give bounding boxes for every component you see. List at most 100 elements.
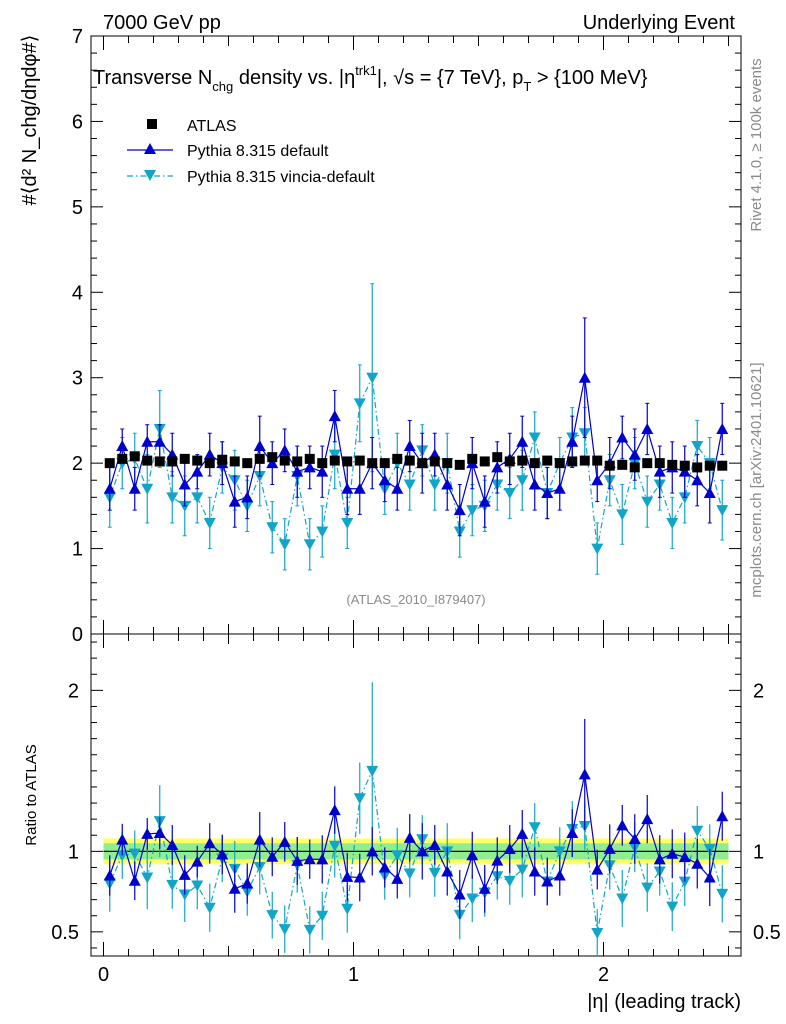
main-ytick-label: 2 — [72, 453, 83, 475]
default-point — [566, 435, 579, 447]
vincia-ratio-point — [516, 864, 529, 876]
default-point — [528, 478, 541, 490]
ratio-xtick-label: 2 — [598, 964, 609, 986]
default-line — [109, 377, 723, 512]
vincia-point — [641, 496, 654, 508]
default-point — [253, 440, 266, 452]
default-ratio-point — [516, 827, 529, 839]
default-point — [303, 461, 316, 473]
default-ratio-point — [453, 888, 466, 900]
default-ratio-point — [428, 838, 441, 850]
vincia-point — [528, 432, 541, 444]
legend-default-label: Pythia 8.315 default — [187, 143, 329, 160]
default-ratio-point — [678, 851, 691, 863]
main-ticks: 0 1 2 3 4 5 6 7 — [72, 26, 741, 646]
vincia-ratio-point — [128, 848, 141, 860]
atlas-point — [379, 458, 390, 469]
vincia-ratio-point — [141, 872, 154, 884]
default-ratio-point — [166, 838, 179, 850]
ratio-xtick-label: 0 — [98, 964, 109, 986]
vincia-ratio-point — [303, 924, 316, 936]
default-point — [578, 371, 591, 383]
vincia-point — [316, 526, 329, 538]
header-left: 7000 GeV pp — [103, 12, 221, 34]
vincia-ratio-point — [466, 893, 479, 905]
vincia-ratio-point — [316, 910, 329, 922]
default-ratio-point — [666, 847, 679, 859]
default-ratio-point — [691, 857, 704, 869]
default-ratio-point — [491, 854, 504, 866]
default-ratio-point — [241, 877, 254, 889]
ratio-data — [103, 682, 729, 956]
ratio-ytick-label: 0.5 — [51, 922, 79, 944]
atlas-point — [217, 454, 228, 465]
atlas-point — [292, 456, 303, 467]
title-sub-t: T — [523, 79, 531, 94]
main-ytick-label: 4 — [72, 282, 83, 304]
default-ratio-point — [591, 863, 604, 875]
default-point — [641, 422, 654, 434]
analysis-watermark: (ATLAS_2010_I879407) — [346, 592, 485, 607]
atlas-point — [529, 458, 540, 469]
vincia-ratio-point — [166, 879, 179, 891]
default-point — [203, 448, 216, 460]
atlas-point — [604, 460, 615, 471]
default-point — [403, 440, 416, 452]
title-part-d: > {100 MeV} — [531, 67, 648, 89]
vincia-ratio-point — [403, 868, 416, 880]
default-ratio-point — [203, 837, 216, 849]
vincia-ratio-point — [341, 903, 354, 915]
header-right: Underlying Event — [583, 12, 736, 34]
atlas-point — [717, 460, 728, 471]
default-ratio-point — [703, 871, 716, 883]
default-point — [516, 435, 529, 447]
vincia-ratio-point — [278, 924, 291, 936]
vincia-ratio-point — [366, 765, 379, 777]
vincia-ratio-point — [328, 840, 341, 852]
atlas-point — [354, 455, 365, 466]
default-point — [653, 465, 666, 477]
default-point — [228, 495, 241, 507]
ratio-frame — [90, 633, 742, 957]
atlas-point — [542, 455, 553, 466]
atlas-point — [242, 458, 253, 469]
atlas-point — [617, 459, 628, 470]
default-ratio-point — [353, 871, 366, 883]
default-point — [328, 410, 341, 422]
default-point — [116, 440, 129, 452]
atlas-point — [654, 458, 665, 469]
default-ratio-point — [628, 832, 641, 844]
x-axis-label: |η| (leading track) — [587, 991, 741, 1013]
title-part-a: Transverse N — [93, 67, 212, 89]
legend-atlas-label: ATLAS — [187, 118, 237, 135]
atlas-point — [517, 455, 528, 466]
default-ratio-point — [603, 842, 616, 854]
vincia-ratio-point — [191, 880, 204, 892]
default-ratio-point — [403, 831, 416, 843]
atlas-point — [142, 455, 153, 466]
atlas-point — [692, 462, 703, 473]
default-point — [541, 487, 554, 499]
vincia-point — [503, 488, 516, 500]
default-point — [341, 482, 354, 494]
default-point — [628, 448, 641, 460]
default-ratio-point — [391, 872, 404, 884]
default-point — [128, 482, 141, 494]
vincia-point — [516, 475, 529, 487]
atlas-point — [554, 458, 565, 469]
atlas-point — [192, 455, 203, 466]
atlas-point — [204, 458, 215, 469]
atlas-point — [254, 453, 265, 464]
default-point — [441, 478, 454, 490]
vincia-ratio-point — [528, 822, 541, 834]
default-point — [678, 465, 691, 477]
default-ratio-point — [441, 865, 454, 877]
default-ratio-point — [303, 853, 316, 865]
vincia-ratio-point — [553, 846, 566, 858]
default-point — [378, 474, 391, 486]
main-ytick-label: 3 — [72, 368, 83, 390]
main-ytick-label: 6 — [72, 111, 83, 133]
default-ratio-point — [366, 845, 379, 857]
side-rivet: Rivet 4.1.0, ≥ 100k events — [748, 58, 765, 231]
legend-atlas-marker — [147, 119, 157, 129]
